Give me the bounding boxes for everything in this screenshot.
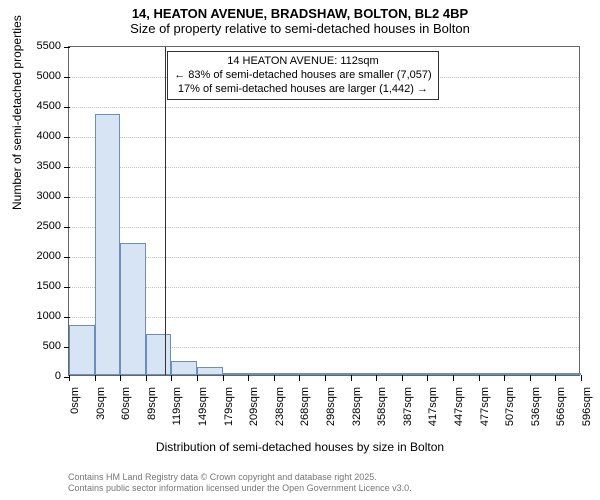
x-tick-label: 417sqm bbox=[427, 387, 439, 437]
bar bbox=[223, 373, 249, 375]
y-tick-label: 4500 bbox=[37, 100, 61, 112]
x-tick-label: 30sqm bbox=[95, 387, 107, 437]
bar bbox=[376, 373, 402, 375]
bar bbox=[120, 243, 146, 375]
x-tick bbox=[427, 375, 428, 381]
bar bbox=[197, 367, 223, 375]
y-tick-label: 2500 bbox=[37, 220, 61, 232]
bar bbox=[402, 373, 428, 375]
page-title: 14, HEATON AVENUE, BRADSHAW, BOLTON, BL2… bbox=[0, 6, 600, 21]
x-tick bbox=[223, 375, 224, 381]
bar bbox=[146, 334, 172, 375]
x-tick bbox=[530, 375, 531, 381]
bar bbox=[248, 373, 274, 375]
y-axis-label: Number of semi-detached properties bbox=[10, 15, 24, 210]
x-tick bbox=[171, 375, 172, 381]
bar bbox=[555, 373, 581, 375]
x-tick bbox=[69, 375, 70, 381]
y-tick-label: 2000 bbox=[37, 250, 61, 262]
y-tick-label: 3500 bbox=[37, 160, 61, 172]
x-tick-label: 119sqm bbox=[171, 387, 183, 437]
bar bbox=[69, 325, 95, 375]
plot-area: 0500100015002000250030003500400045005000… bbox=[68, 46, 580, 376]
x-tick-label: 447sqm bbox=[453, 387, 465, 437]
credits-line-2: Contains public sector information licen… bbox=[68, 483, 412, 494]
x-tick-label: 298sqm bbox=[325, 387, 337, 437]
y-tick-label: 5000 bbox=[37, 70, 61, 82]
x-tick-label: 566sqm bbox=[555, 387, 567, 437]
bar bbox=[427, 373, 453, 375]
x-tick bbox=[376, 375, 377, 381]
x-tick bbox=[581, 375, 582, 381]
x-tick bbox=[299, 375, 300, 381]
bar bbox=[274, 373, 300, 375]
y-tick-label: 1500 bbox=[37, 280, 61, 292]
credits: Contains HM Land Registry data © Crown c… bbox=[68, 472, 412, 495]
x-tick-label: 596sqm bbox=[581, 387, 593, 437]
bar bbox=[504, 373, 530, 375]
x-tick bbox=[95, 375, 96, 381]
gridline bbox=[69, 107, 579, 108]
x-tick-label: 60sqm bbox=[120, 387, 132, 437]
chart-container: { "titles": { "line1": "14, HEATON AVENU… bbox=[0, 0, 600, 500]
x-tick-label: 477sqm bbox=[479, 387, 491, 437]
annotation-box: 14 HEATON AVENUE: 112sqm ← 83% of semi-d… bbox=[167, 51, 438, 100]
x-tick bbox=[197, 375, 198, 381]
x-tick-label: 268sqm bbox=[299, 387, 311, 437]
x-tick-label: 507sqm bbox=[504, 387, 516, 437]
x-tick-label: 209sqm bbox=[248, 387, 260, 437]
marker-line bbox=[165, 47, 166, 375]
y-tick-label: 3000 bbox=[37, 190, 61, 202]
annotation-line-1: 14 HEATON AVENUE: 112sqm bbox=[174, 55, 431, 69]
x-tick bbox=[479, 375, 480, 381]
bar bbox=[351, 373, 377, 375]
x-tick-label: 238sqm bbox=[274, 387, 286, 437]
x-tick bbox=[504, 375, 505, 381]
x-tick-label: 149sqm bbox=[197, 387, 209, 437]
bar bbox=[95, 114, 121, 375]
annotation-line-2: ← 83% of semi-detached houses are smalle… bbox=[174, 69, 431, 83]
annotation-line-3: 17% of semi-detached houses are larger (… bbox=[174, 83, 431, 97]
gridline bbox=[69, 197, 579, 198]
x-tick bbox=[351, 375, 352, 381]
x-tick-label: 358sqm bbox=[376, 387, 388, 437]
y-tick-label: 500 bbox=[43, 340, 61, 352]
gridline bbox=[69, 137, 579, 138]
x-tick-label: 89sqm bbox=[146, 387, 158, 437]
y-tick-label: 4000 bbox=[37, 130, 61, 142]
credits-line-1: Contains HM Land Registry data © Crown c… bbox=[68, 472, 412, 483]
y-tick-label: 0 bbox=[55, 370, 61, 382]
gridline bbox=[69, 227, 579, 228]
y-tick-label: 5500 bbox=[37, 40, 61, 52]
x-tick-label: 179sqm bbox=[223, 387, 235, 437]
bar bbox=[530, 373, 556, 375]
page-subtitle: Size of property relative to semi-detach… bbox=[0, 21, 600, 36]
x-tick bbox=[248, 375, 249, 381]
bar bbox=[171, 361, 197, 375]
y-tick-label: 1000 bbox=[37, 310, 61, 322]
x-axis-label: Distribution of semi-detached houses by … bbox=[0, 440, 600, 454]
x-tick bbox=[555, 375, 556, 381]
x-tick bbox=[402, 375, 403, 381]
x-tick-label: 0sqm bbox=[69, 387, 81, 437]
x-tick bbox=[120, 375, 121, 381]
x-tick-label: 387sqm bbox=[402, 387, 414, 437]
bar bbox=[299, 373, 325, 375]
x-tick bbox=[274, 375, 275, 381]
bar bbox=[479, 373, 505, 375]
title-block: 14, HEATON AVENUE, BRADSHAW, BOLTON, BL2… bbox=[0, 6, 600, 36]
gridline bbox=[69, 167, 579, 168]
x-tick bbox=[146, 375, 147, 381]
x-tick-label: 328sqm bbox=[351, 387, 363, 437]
plot-inner: 0500100015002000250030003500400045005000… bbox=[68, 46, 580, 376]
bar bbox=[453, 373, 479, 375]
x-tick-label: 536sqm bbox=[530, 387, 542, 437]
x-tick bbox=[453, 375, 454, 381]
x-tick bbox=[325, 375, 326, 381]
bar bbox=[325, 373, 351, 375]
